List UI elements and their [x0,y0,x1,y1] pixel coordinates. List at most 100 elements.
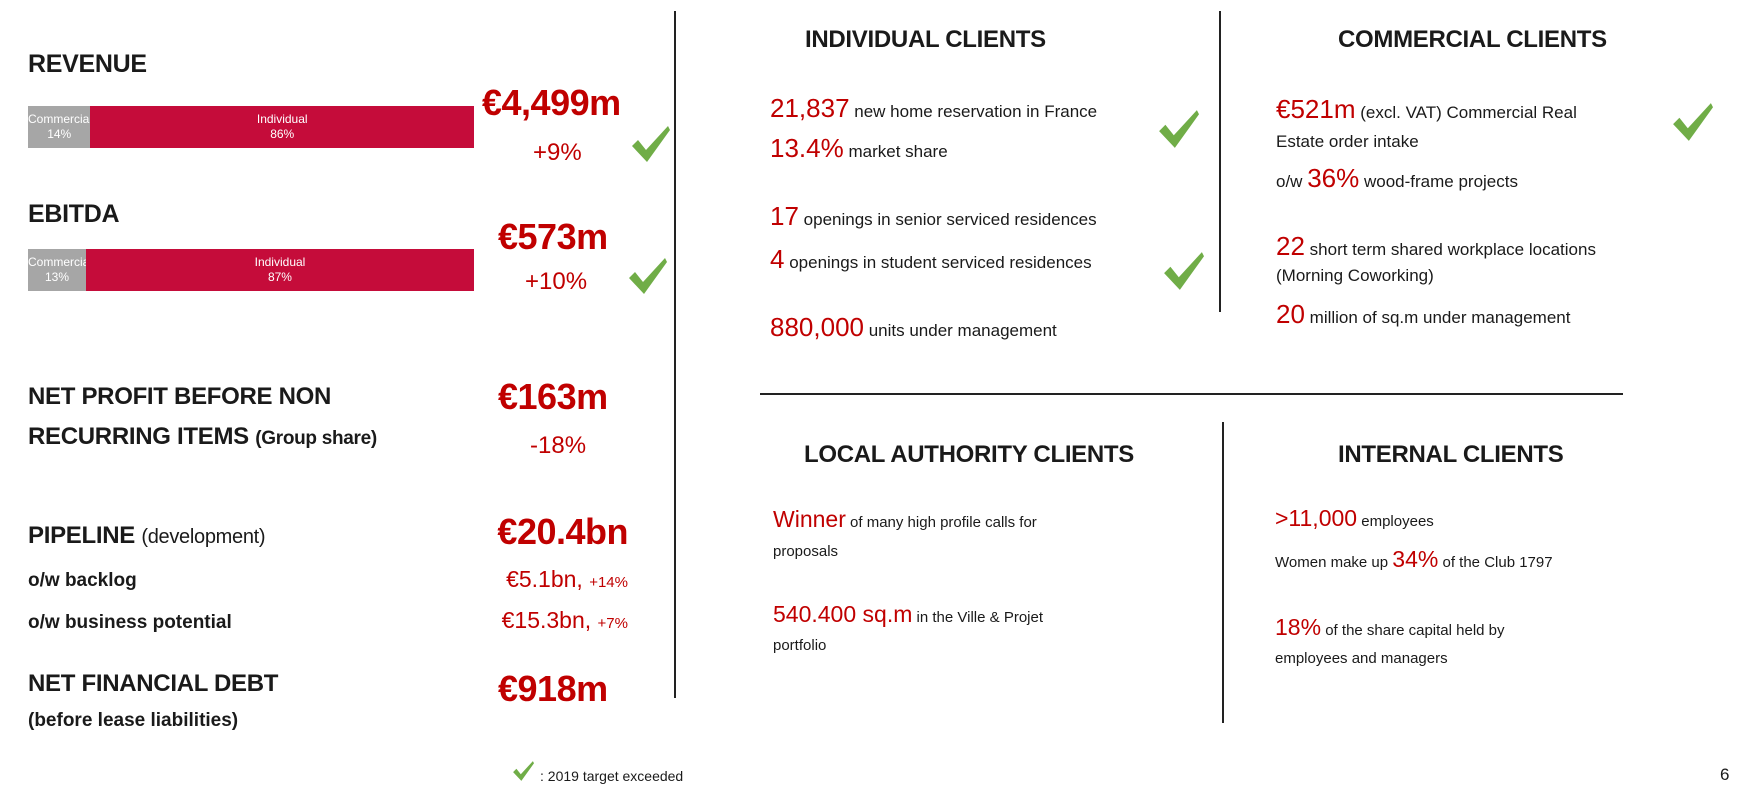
net-debt-value: €918m [498,668,608,709]
item-number: 20 [1276,299,1305,329]
item-text: in the Ville & Projet [916,609,1044,626]
check-icon [629,258,667,294]
list-item: 540.400 sq.m in the Ville & Projet [773,601,1043,628]
list-item: Estate order intake [1276,132,1419,152]
item-text: employees and managers [1275,650,1448,667]
ebitda-bar-individual: Individual 87% [85,249,474,291]
pipeline-title-text: PIPELINE [28,522,135,549]
item-number: 18% [1275,614,1322,640]
ebitda-bar-commercial: Commercial 13% [28,249,86,291]
ebitda-change: +10% [525,268,588,295]
item-text: short term shared workplace locations [1309,240,1596,259]
item-text: proposals [773,543,839,560]
net-debt-note: (before lease liabilities) [28,710,239,731]
commercial-clients-title: COMMERCIAL CLIENTS [1338,26,1607,53]
page-number: 6 [1720,765,1730,784]
net-profit-change: -18% [530,432,587,459]
item-text: openings in senior serviced residences [803,210,1097,229]
bar-label: Commercial [28,112,91,126]
individual-clients-title: INDIVIDUAL CLIENTS [805,26,1046,53]
divider [1222,422,1224,723]
list-item: Women make up 34% of the Club 1797 [1275,546,1553,573]
backlog-label: o/w backlog [28,570,137,591]
backlog-value: €5.1bn, +14% [506,566,628,593]
item-number: 21,837 [770,93,850,123]
bar-pct: 86% [270,127,295,141]
list-item: (Morning Coworking) [1276,266,1434,286]
revenue-value: €4,499m [482,82,621,123]
item-prefix: o/w [1276,172,1303,191]
item-number: >11,000 [1275,505,1358,531]
divider [674,11,676,698]
revenue-title: REVENUE [28,50,147,78]
list-item: employees and managers [1275,650,1448,667]
list-item: portfolio [773,637,826,654]
item-number: 13.4% [770,133,844,163]
list-item: 18% of the share capital held by [1275,614,1505,641]
divider [760,393,1623,395]
item-text: portfolio [773,637,827,654]
list-item: o/w 36% wood-frame projects [1276,163,1518,194]
list-item: 17 openings in senior serviced residence… [770,201,1097,232]
net-profit-value: €163m [498,376,608,417]
check-icon [513,761,534,781]
revenue-bar-individual: Individual 86% [90,106,474,148]
item-text: employees [1361,513,1434,530]
check-icon [1164,252,1204,290]
item-number: 17 [770,201,799,231]
list-item: 880,000 units under management [770,312,1057,343]
list-item: >11,000 employees [1275,505,1434,532]
pipeline-note: (development) [141,526,266,548]
item-text: of many high profile calls for [850,514,1037,531]
item-text: of the share capital held by [1325,622,1505,639]
pipeline-value: €20.4bn [497,511,628,552]
internal-clients-title: INTERNAL CLIENTS [1338,441,1564,468]
net-debt-title: NET FINANCIAL DEBT [28,670,279,697]
local-authority-clients-title: LOCAL AUTHORITY CLIENTS [804,441,1134,468]
check-icon [632,126,670,162]
item-number: 540.400 sq.m [773,601,913,627]
revenue-change: +9% [533,139,582,166]
business-potential-label: o/w business potential [28,612,232,633]
list-item: 21,837 new home reservation in France [770,93,1097,124]
list-item: 22 short term shared workplace locations [1276,231,1596,262]
net-profit-title: NET PROFIT BEFORE NON RECURRING ITEMS (G… [28,383,377,451]
list-item: €521m (excl. VAT) Commercial Real [1276,94,1577,125]
backlog-change: +14% [589,574,628,591]
item-text: new home reservation in France [854,102,1098,121]
bar-label: Individual [256,112,308,126]
item-text: (Morning Coworking) [1276,266,1434,285]
item-text: (excl. VAT) Commercial Real [1360,103,1577,122]
bar-label: Commercial [28,255,86,269]
bar-pct: 13% [44,270,69,284]
item-text: wood-frame projects [1363,172,1518,191]
item-text: of the Club 1797 [1442,554,1553,571]
business-potential-change: +7% [597,615,628,632]
net-profit-title-line2: RECURRING ITEMS [28,423,249,450]
item-text: openings in student serviced residences [789,253,1092,272]
item-number: 34% [1392,546,1439,572]
bar-pct: 87% [267,270,292,284]
revenue-bar-commercial: Commercial 14% [28,106,91,148]
legend-text: : 2019 target exceeded [540,768,684,784]
net-profit-title-line1: NET PROFIT BEFORE NON [28,383,332,410]
bar-pct: 14% [47,127,72,141]
business-potential-amount: €15.3bn, [501,607,592,633]
item-text: Estate order intake [1276,132,1419,151]
item-text: million of sq.m under management [1309,308,1571,327]
ebitda-title: EBITDA [28,200,120,228]
revenue-split-bar: Commercial 14% Individual 86% [28,106,474,148]
item-number: 4 [770,244,785,274]
item-prefix: Women make up [1275,554,1389,571]
item-number: 880,000 [770,312,864,342]
pipeline-title: PIPELINE (development) [28,522,266,550]
check-icon [1159,110,1199,148]
divider [1219,11,1221,312]
item-number: 22 [1276,231,1305,261]
backlog-amount: €5.1bn, [506,566,583,592]
list-item: 13.4% market share [770,133,948,164]
check-icon [1673,103,1713,141]
list-item: 20 million of sq.m under management [1276,299,1570,330]
bar-label: Individual [254,255,306,269]
business-potential-value: €15.3bn, +7% [502,607,628,634]
